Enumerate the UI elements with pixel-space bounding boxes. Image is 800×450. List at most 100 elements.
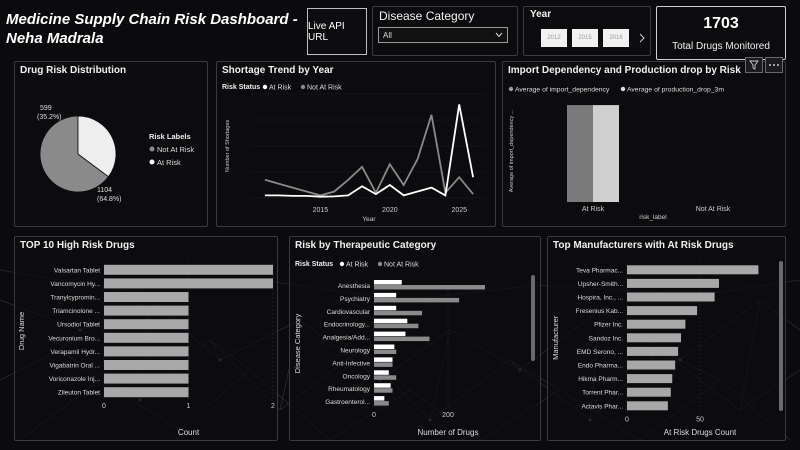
bar (374, 370, 389, 375)
bar (374, 357, 393, 362)
x-tick-label: 0 (102, 403, 106, 410)
y-tick-label: Vecuronium Bro... (48, 335, 100, 342)
pie-slice-not-at-risk (39, 115, 110, 193)
y-axis-label: Number of Shortages (225, 120, 231, 173)
y-tick-label: Cardiovascular (327, 309, 371, 316)
y-tick-label: Analgesia/Add... (323, 335, 371, 342)
legend-marker (149, 159, 155, 165)
y-tick-label: Voriconazole Inj... (49, 376, 101, 383)
bar (104, 346, 189, 357)
legend-entry: At Risk (157, 158, 181, 167)
y-tick-label: Actavis Phar... (581, 403, 623, 410)
bar (627, 401, 668, 411)
bar (374, 344, 395, 349)
chart-title: Shortage Trend by Year (222, 65, 334, 76)
bar (374, 310, 423, 316)
bar (104, 360, 189, 370)
bar (627, 333, 682, 343)
x-tick-label: 2015 (313, 207, 329, 214)
bar (374, 292, 397, 298)
top-manufacturers-panel: Top Manufacturers with At Risk Drugs 0 50… (547, 236, 786, 441)
year-option-2016[interactable]: 2016 (603, 29, 629, 47)
y-tick-label: Pfizer Inc. (594, 322, 623, 329)
y-tick-label: Verapamil Hydr... (51, 349, 101, 356)
bar (627, 306, 698, 316)
bar (374, 318, 408, 324)
bar (374, 396, 385, 401)
bar (627, 360, 676, 370)
bar (627, 387, 671, 397)
bar (104, 332, 189, 343)
y-tick-label: Vigabatrin Oral ... (50, 363, 101, 370)
shortage-trend-line-chart: Risk Status At Risk Not At Risk 2015 2020 202… (222, 84, 487, 223)
scrollbar[interactable] (531, 275, 535, 361)
series-line-at-risk (264, 104, 474, 198)
bar (104, 373, 189, 384)
bar (374, 280, 402, 285)
top10-bar-chart: 0 1 2 Valsartan Tablet Vancomycin Hy... Trany… (17, 261, 275, 437)
live-api-button[interactable]: Live API URL (307, 8, 367, 55)
more-options-icon[interactable] (765, 57, 783, 73)
legend-marker (339, 261, 345, 267)
chart-title: TOP 10 High Risk Drugs (20, 240, 135, 251)
drug-risk-distribution-panel: Drug Risk Distribution 1104 (64.8%) 599 (35… (14, 61, 208, 227)
filter-icon[interactable] (745, 57, 763, 73)
pie-data-label: 1104 (97, 187, 112, 194)
y-tick-label: Sandoz Inc. (589, 335, 624, 342)
top10-high-risk-panel: TOP 10 High Risk Drugs 0 1 2 Valsartan Tabl… (14, 236, 278, 441)
legend-entry: At Risk (269, 85, 292, 92)
drug-risk-pie-chart: 1104 (64.8%) 599 (35.2%) Risk Labels Not At R… (37, 105, 194, 203)
therapeutic-bar-chart: 0 200 Anesthesia Psychiatry Cardiovascular En… (293, 261, 485, 437)
x-axis-label: At Risk Drugs Count (664, 428, 737, 437)
bar (374, 323, 419, 329)
legend-marker (620, 86, 626, 92)
x-tick-label: 2025 (451, 207, 467, 214)
bar (593, 105, 619, 202)
therapeutic-category-panel: Risk by Therapeutic Category 0 200 Anesthe… (289, 236, 541, 441)
manufacturers-bar-chart: 0 50 Teva Pharmac... Upsher-Smith... Hospira… (551, 261, 759, 437)
chart-title: Top Manufacturers with At Risk Drugs (553, 240, 734, 251)
y-tick-label: Upsher-Smith... (578, 281, 623, 288)
bar (374, 375, 397, 380)
y-tick-label: Teva Pharmac... (576, 267, 623, 274)
bar (567, 105, 593, 202)
y-axis-label: Average of import_dependency ... (509, 109, 515, 192)
y-tick-label: Psychiatry (340, 296, 371, 303)
bar (104, 305, 189, 316)
dashboard-title: Medicine Supply Chain Risk Dashboard - N… (6, 10, 298, 48)
chevron-down-icon (495, 32, 503, 38)
chevron-right-icon[interactable] (638, 33, 646, 43)
y-tick-label: Tranylcypromin... (50, 295, 100, 302)
y-tick-label: Anesthesia (338, 283, 371, 290)
year-option-2012[interactable]: 2012 (541, 29, 567, 47)
y-axis-label: Drug Name (17, 312, 26, 350)
y-tick-label: Fresenius Kab... (576, 308, 624, 315)
bar (627, 292, 715, 302)
y-tick-label: Torrent Phar... (582, 390, 623, 397)
year-title: Year (530, 9, 552, 20)
y-tick-label: Endo Pharma... (578, 363, 623, 370)
y-tick-label: Neurology (340, 347, 370, 354)
x-axis-label: Count (178, 428, 200, 437)
chart-title: Import Dependency and Production drop by… (508, 65, 741, 76)
bar (627, 278, 719, 288)
legend-entry: Average of production_drop_3m (627, 87, 724, 94)
scrollbar[interactable] (779, 261, 783, 411)
bar (627, 319, 686, 329)
bar (374, 388, 393, 393)
x-axis-label: risk_label (639, 214, 667, 221)
y-axis-label: Disease Category (293, 313, 302, 373)
disease-category-dropdown[interactable]: All (378, 27, 508, 43)
pie-data-label: 599 (40, 105, 52, 112)
bar (104, 319, 189, 330)
bar (104, 278, 273, 289)
y-tick-label: Zileuton Tablet (58, 390, 100, 397)
legend-marker (149, 146, 155, 152)
x-tick-label: Not At Risk (696, 206, 731, 213)
year-option-2015[interactable]: 2015 (572, 29, 598, 47)
x-tick-label: 0 (625, 417, 629, 424)
bar (374, 297, 460, 303)
disease-category-selected: All (383, 30, 392, 40)
y-axis-label: Manufacturer (551, 315, 560, 360)
legend-marker (377, 261, 383, 267)
